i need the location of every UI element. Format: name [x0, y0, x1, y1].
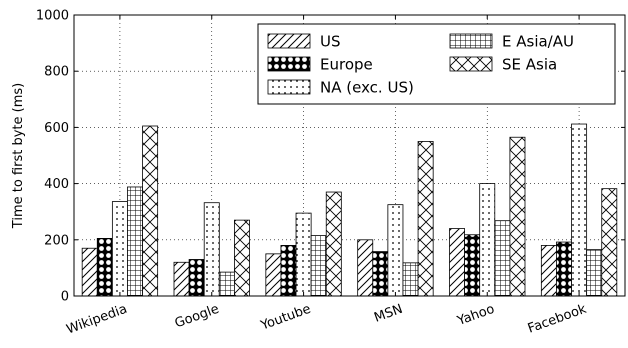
legend-swatch: [267, 79, 311, 95]
x-tick-label: Youtube: [258, 302, 313, 334]
bar: [571, 123, 588, 297]
bar: [449, 228, 466, 297]
bar: [203, 202, 220, 297]
bar: [188, 259, 205, 297]
bar: [233, 219, 250, 297]
x-tick-label: Google: [173, 302, 221, 332]
plot-frame: [73, 14, 626, 297]
bar: [402, 262, 419, 297]
bars: [81, 123, 618, 297]
bar: [265, 253, 282, 297]
x-tick-label: MSN: [372, 302, 405, 326]
legend-swatch: [449, 33, 493, 49]
legend-swatch: [449, 56, 493, 72]
bar: [372, 251, 389, 297]
bar: [417, 141, 434, 297]
legend-box: [257, 23, 616, 105]
x-tick-label: Facebook: [526, 302, 589, 337]
bar: [295, 212, 312, 297]
legend-label: SE Asia: [502, 56, 557, 74]
bar: [357, 239, 374, 297]
y-axis-label: Time to first byte (ms): [11, 83, 26, 229]
bar: [509, 136, 526, 297]
legend-label: US: [320, 33, 341, 51]
legend-label: NA (exc. US): [320, 79, 414, 97]
y-tick-label: 400: [44, 177, 69, 192]
x-tick-label: Yahoo: [455, 302, 497, 330]
y-tick-label: 600: [44, 121, 69, 136]
y-tick-label: 800: [44, 65, 69, 80]
bar: [464, 234, 481, 297]
bar: [540, 245, 557, 297]
bar: [586, 249, 603, 297]
bar: [173, 261, 190, 297]
y-tick-label: 0: [61, 290, 69, 305]
bar: [218, 271, 235, 297]
x-tick-label: Wikipedia: [65, 302, 130, 338]
legend-swatch: [267, 56, 311, 72]
bar: [494, 220, 511, 297]
bar: [387, 204, 404, 297]
legend-swatch: [267, 33, 311, 49]
bar: [96, 237, 113, 297]
bar: [325, 191, 342, 297]
legend-label: E Asia/AU: [502, 33, 574, 51]
y-tick-label: 1000: [36, 9, 69, 24]
bar: [142, 125, 159, 297]
legend-label: Europe: [320, 56, 373, 74]
bar: [81, 247, 98, 297]
bar: [601, 188, 618, 297]
bar: [310, 235, 327, 297]
bar: [280, 245, 297, 297]
bar: [111, 201, 128, 297]
bar: [479, 183, 496, 297]
bar: [127, 186, 143, 297]
y-tick-label: 200: [44, 233, 69, 248]
legend: US Europe NA (exc. US) E Asia/AU SE Asia: [257, 23, 616, 105]
bar: [556, 241, 572, 297]
